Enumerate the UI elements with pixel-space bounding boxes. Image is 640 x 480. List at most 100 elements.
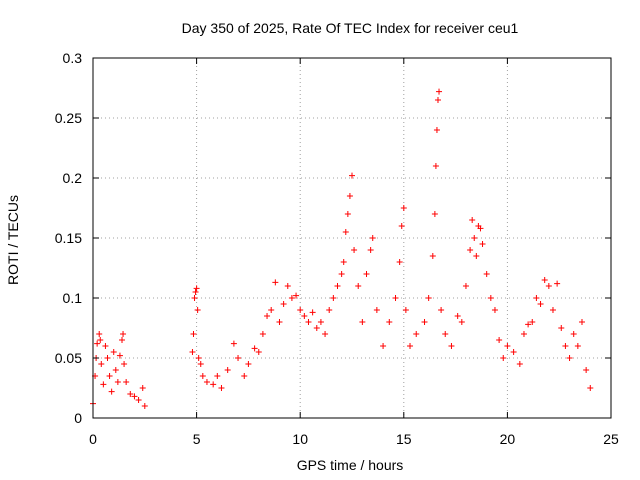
data-point: [500, 355, 507, 361]
y-tick-label: 0.2: [63, 170, 83, 186]
data-point: [235, 355, 242, 361]
data-point: [123, 379, 130, 385]
data-point: [467, 247, 474, 253]
data-point: [545, 283, 552, 289]
data-point: [330, 295, 337, 301]
data-point: [533, 295, 540, 301]
data-point: [355, 283, 362, 289]
data-point: [305, 319, 312, 325]
data-point: [259, 331, 266, 337]
data-point: [189, 349, 196, 355]
data-point: [203, 379, 210, 385]
y-tick-label: 0.25: [55, 110, 82, 126]
data-point: [448, 343, 455, 349]
data-point: [245, 361, 252, 367]
data-point: [121, 361, 128, 367]
data-point: [510, 349, 517, 355]
data-point: [458, 319, 465, 325]
data-point: [462, 283, 469, 289]
y-tick-label: 0.05: [55, 350, 82, 366]
data-point: [214, 373, 221, 379]
data-point: [396, 259, 403, 265]
data-point: [309, 309, 316, 316]
data-point: [479, 241, 486, 247]
data-point: [373, 307, 380, 313]
x-tick-label: 10: [292, 431, 308, 447]
data-point: [351, 247, 358, 253]
data-point: [504, 343, 511, 349]
data-point: [127, 391, 134, 397]
data-point: [276, 319, 283, 325]
data-point: [116, 352, 123, 359]
grid-lines: [93, 58, 611, 418]
data-point: [326, 307, 333, 313]
data-point: [241, 373, 248, 379]
data-points: [90, 88, 594, 409]
data-point: [380, 343, 387, 349]
data-point: [359, 319, 366, 325]
data-point: [301, 313, 308, 319]
y-tick-label: 0.15: [55, 230, 82, 246]
data-point: [293, 292, 300, 299]
data-point: [473, 253, 480, 259]
data-point: [264, 313, 271, 319]
data-point: [578, 319, 585, 325]
data-point: [363, 271, 370, 277]
data-point: [469, 217, 476, 223]
data-point: [230, 340, 237, 347]
data-point: [119, 337, 126, 343]
x-tick-label: 20: [500, 431, 516, 447]
data-point: [554, 280, 561, 287]
data-point: [110, 349, 117, 355]
y-tick-label: 0: [74, 410, 82, 426]
x-tick-label: 25: [603, 431, 619, 447]
chart-title: Day 350 of 2025, Rate Of TEC Index for r…: [182, 20, 519, 36]
data-point: [100, 381, 107, 388]
x-tick-label: 15: [396, 431, 412, 447]
data-point: [438, 307, 445, 313]
data-point: [400, 205, 407, 211]
data-point: [549, 307, 556, 313]
data-point: [541, 277, 548, 283]
data-point: [558, 325, 565, 331]
data-point: [131, 393, 138, 400]
data-point: [322, 331, 329, 337]
data-point: [268, 307, 275, 313]
data-point: [297, 307, 304, 313]
data-point: [346, 193, 353, 199]
data-point: [529, 319, 536, 325]
data-point: [194, 307, 201, 313]
data-point: [96, 331, 103, 337]
data-point: [342, 229, 349, 235]
data-point: [288, 295, 295, 301]
data-point: [280, 301, 287, 307]
data-point: [218, 385, 225, 391]
x-axis-label: GPS time / hours: [297, 457, 404, 473]
data-point: [199, 373, 206, 379]
data-point: [98, 361, 105, 367]
data-point: [425, 295, 432, 301]
data-point: [192, 289, 199, 295]
data-point: [402, 307, 409, 313]
data-point: [421, 319, 428, 325]
data-point: [255, 349, 262, 355]
x-tick-label: 0: [89, 431, 97, 447]
data-point: [193, 285, 200, 292]
data-point: [272, 279, 279, 286]
data-point: [525, 321, 532, 328]
data-point: [106, 373, 113, 379]
data-point: [574, 343, 581, 349]
data-point: [570, 331, 577, 337]
y-tick-label: 0.3: [63, 50, 83, 66]
data-point: [587, 385, 594, 391]
data-point: [436, 88, 443, 95]
data-point: [491, 307, 498, 313]
data-point: [349, 172, 355, 179]
data-point: [392, 295, 399, 301]
data-point: [97, 337, 104, 343]
data-point: [317, 319, 324, 325]
data-point: [94, 340, 101, 347]
data-point: [537, 301, 544, 307]
data-point: [141, 403, 148, 409]
